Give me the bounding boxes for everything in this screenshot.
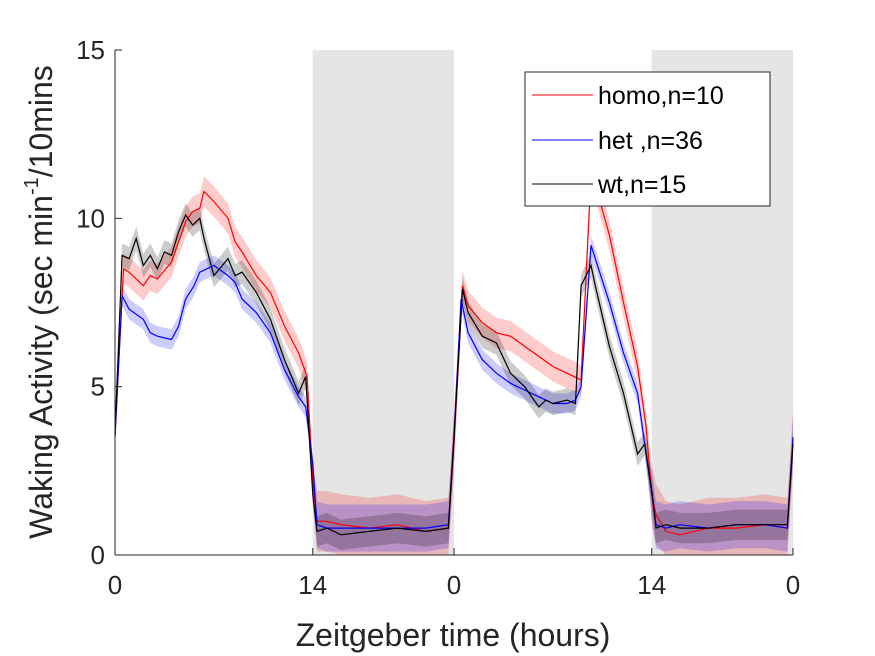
series-lines — [114, 174, 794, 536]
y-tick-label-0: 0 — [91, 540, 105, 570]
error-band-homo — [115, 159, 793, 555]
y-axis-title-suffix: /10mins — [23, 65, 59, 177]
error-band-wt — [115, 203, 793, 550]
error-bands — [115, 159, 793, 555]
x-tick-label-4: 0 — [786, 570, 800, 600]
y-axis-title-superscript: -1 — [21, 177, 43, 195]
y-tick-label-5: 5 — [91, 372, 105, 402]
legend: homo,n=10 het ,n=36 wt,n=15 — [524, 71, 771, 207]
x-tick-label-2: 0 — [447, 570, 461, 600]
series-line-wt — [114, 213, 794, 536]
y-axis-title: Waking Activity (sec min-1/10mins — [21, 65, 59, 539]
ticks: 0 5 10 15 0 14 0 14 0 — [76, 35, 800, 600]
y-axis-title-main: Waking Activity (sec min — [23, 195, 59, 539]
legend-label-homo: homo,n=10 — [598, 82, 724, 110]
y-tick-label-15: 15 — [76, 35, 105, 65]
dark-period-0 — [312, 50, 454, 555]
legend-label-wt: wt,n=15 — [597, 171, 686, 199]
legend-label-het: het ,n=36 — [598, 127, 703, 155]
y-tick-label-10: 10 — [76, 203, 105, 233]
x-axis-title: Zeitgeber time (hours) — [296, 617, 611, 653]
error-band-het — [115, 235, 793, 552]
x-tick-label-0: 0 — [108, 570, 122, 600]
x-tick-label-3: 14 — [637, 570, 666, 600]
x-tick-label-1: 14 — [298, 570, 327, 600]
